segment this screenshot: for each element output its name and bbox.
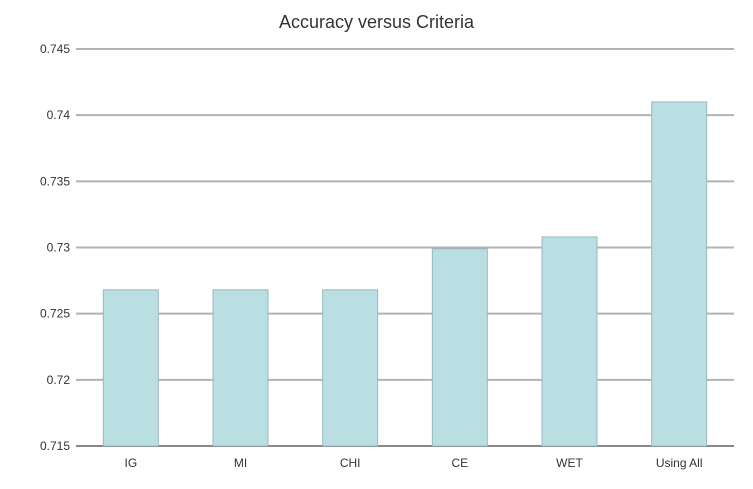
bar bbox=[102, 289, 159, 447]
y-tick-label: 0.735 bbox=[40, 174, 70, 188]
y-tick-label: 0.72 bbox=[47, 373, 71, 387]
y-tick-label: 0.745 bbox=[40, 42, 70, 56]
x-tick-label: CE bbox=[451, 456, 468, 470]
x-tick-label: WET bbox=[556, 456, 583, 470]
x-tick-label: Using All bbox=[656, 456, 703, 470]
y-tick-label: 0.74 bbox=[47, 108, 71, 122]
y-tick-label: 0.715 bbox=[40, 439, 70, 453]
bar bbox=[431, 248, 488, 447]
x-tick-label: CHI bbox=[340, 456, 361, 470]
bars bbox=[102, 101, 708, 447]
gridlines bbox=[76, 48, 734, 447]
bar bbox=[651, 101, 708, 447]
y-axis-tick-labels: 0.715 0.72 0.725 0.73 0.735 0.74 0.745 bbox=[40, 42, 70, 453]
y-tick-label: 0.725 bbox=[40, 307, 70, 321]
bar bbox=[541, 236, 598, 447]
chart-title: Accuracy versus Criteria bbox=[278, 12, 475, 32]
x-axis-tick-labels: IG MI CHI CE WET Using All bbox=[124, 456, 702, 470]
bar bbox=[212, 289, 269, 447]
x-tick-label: IG bbox=[124, 456, 137, 470]
y-tick-label: 0.73 bbox=[47, 241, 71, 255]
bar bbox=[322, 289, 379, 447]
x-tick-label: MI bbox=[234, 456, 247, 470]
